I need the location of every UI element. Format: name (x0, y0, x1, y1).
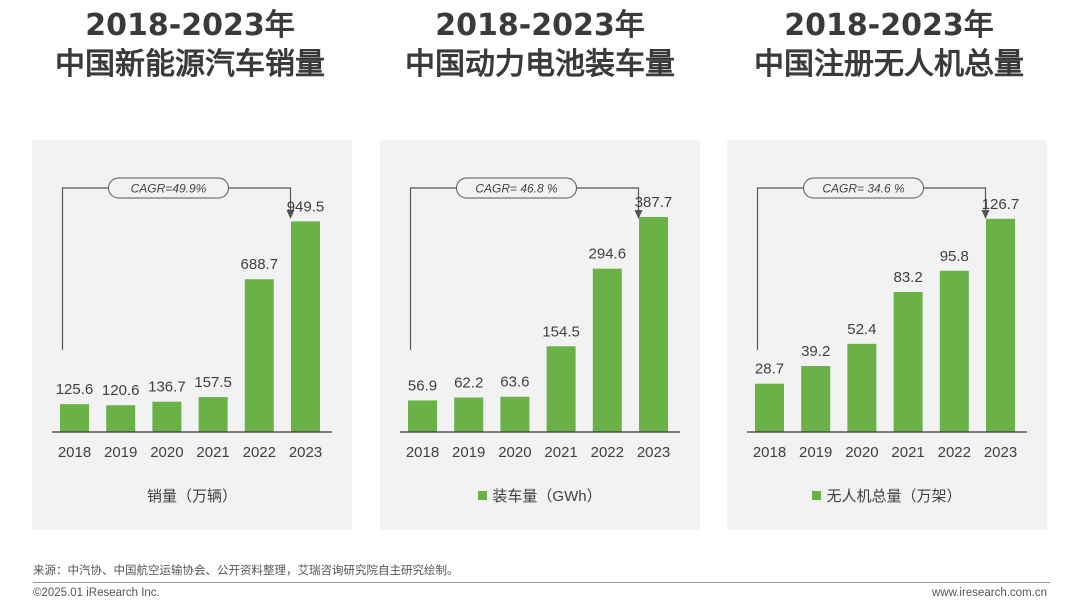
chart-panel-2: CAGR= 46.8 % 56.9 2018 62.2 2019 63.6 2020 154.… (380, 140, 700, 530)
chart-3-legend: 无人机总量（万架） (727, 485, 1047, 506)
cagr-label: CAGR= 34.6 % (822, 182, 905, 196)
bar (847, 343, 877, 432)
bar-value-label: 52.4 (847, 321, 876, 338)
cagr-badge (456, 177, 577, 199)
bar-value-label: 120.6 (102, 382, 140, 399)
bar (454, 397, 484, 432)
bar (755, 383, 784, 432)
chart-title-2: 2018-2023年 中国动力电池装车量 (370, 6, 710, 84)
bar-value-label: 387.7 (635, 194, 673, 211)
x-tick-label: 2019 (452, 444, 485, 461)
bar (291, 221, 320, 432)
cagr-arrow-head (286, 210, 295, 219)
bar (408, 400, 437, 432)
x-tick-label: 2020 (150, 444, 183, 461)
copyright-text: ©2025.01 iResearch Inc. (33, 587, 160, 599)
chart-title-1: 2018-2023年 中国新能源汽车销量 (20, 6, 360, 84)
bar (546, 346, 576, 432)
bar (198, 397, 228, 432)
legend-3-swatch (812, 491, 822, 500)
bar (939, 270, 969, 432)
x-tick-label: 2023 (984, 444, 1017, 461)
chart-title-3-line1: 2018-2023年 (784, 8, 994, 43)
bar (592, 268, 622, 432)
bar-value-label: 83.2 (893, 269, 922, 286)
cagr-label: CAGR=49.9% (131, 182, 207, 196)
bar-value-label: 688.7 (241, 256, 279, 273)
x-tick-label: 2019 (104, 444, 137, 461)
x-tick-label: 2022 (938, 444, 971, 461)
website-link[interactable]: www.iresearch.com.cn (931, 587, 1047, 599)
x-tick-label: 2018 (406, 444, 439, 461)
cagr-badge (108, 177, 229, 199)
bar-value-label: 157.5 (194, 374, 232, 391)
bar-value-label: 63.6 (500, 374, 529, 391)
chart-title-1-line2: 中国新能源汽车销量 (55, 47, 325, 82)
x-tick-label: 2023 (289, 444, 322, 461)
bar (801, 366, 831, 432)
chart-title-1-line1: 2018-2023年 (85, 8, 295, 43)
bar-value-label: 294.6 (589, 246, 627, 263)
bar (500, 396, 530, 432)
bar-value-label: 154.5 (542, 323, 580, 340)
bar-value-label: 95.8 (940, 248, 969, 265)
x-tick-label: 2019 (799, 444, 832, 461)
chart-title-3: 2018-2023年 中国注册无人机总量 (719, 6, 1059, 84)
source-note: 来源：中汽协、中国航空运输协会、公开资料整理，艾瑞咨询研究院自主研究绘制。 (33, 565, 459, 577)
chart-1-legend: 销量（万辆） (32, 485, 352, 506)
x-tick-label: 2021 (544, 444, 577, 461)
bar-value-label: 62.2 (454, 375, 483, 392)
legend-2-label: 装车量（GWh） (492, 488, 602, 505)
bar (60, 404, 89, 432)
legend-2-swatch (478, 491, 488, 500)
cagr-arrow-head (634, 210, 643, 219)
bar-value-label: 125.6 (56, 381, 94, 398)
x-tick-label: 2022 (243, 444, 276, 461)
bar-value-label: 949.5 (287, 198, 325, 215)
bar-value-label: 56.9 (408, 377, 437, 394)
cagr-arrow-head (981, 210, 990, 219)
bar-value-label: 28.7 (755, 361, 784, 378)
chart-2-svg: CAGR= 46.8 % 56.9 2018 62.2 2019 63.6 2020 154.… (400, 177, 680, 461)
bar (893, 291, 923, 432)
x-tick-label: 2020 (498, 444, 531, 461)
bar (986, 218, 1015, 432)
x-tick-label: 2023 (637, 444, 670, 461)
chart-title-2-line1: 2018-2023年 (435, 8, 645, 43)
footer-divider (33, 582, 1050, 583)
chart-title-2-line2: 中国动力电池装车量 (405, 47, 675, 82)
x-tick-label: 2018 (58, 444, 91, 461)
bar (152, 401, 182, 432)
bar-value-label: 136.7 (148, 379, 186, 396)
cagr-label: CAGR= 46.8 % (475, 182, 558, 196)
x-tick-label: 2021 (196, 444, 229, 461)
x-tick-label: 2020 (845, 444, 878, 461)
chart-panel-3: CAGR= 34.6 % 28.7 2018 39.2 2019 52.4 2020 83.2… (727, 140, 1047, 530)
x-tick-label: 2018 (753, 444, 786, 461)
x-tick-label: 2022 (591, 444, 624, 461)
legend-3-label: 无人机总量（万架） (826, 488, 962, 505)
chart-1-svg: CAGR=49.9% 125.6 2018 120.6 2019 136.7 2020 157… (52, 177, 332, 461)
bar (639, 217, 668, 432)
x-tick-label: 2021 (891, 444, 924, 461)
bar (106, 405, 136, 432)
chart-panel-1: CAGR=49.9% 125.6 2018 120.6 2019 136.7 2020 157… (32, 140, 352, 530)
bar-value-label: 39.2 (801, 343, 830, 360)
legend-1-label: 销量（万辆） (146, 488, 237, 505)
cagr-badge (803, 177, 924, 199)
bar (244, 279, 274, 432)
bar-value-label: 126.7 (982, 196, 1020, 213)
chart-title-3-line2: 中国注册无人机总量 (754, 47, 1024, 82)
chart-3-svg: CAGR= 34.6 % 28.7 2018 39.2 2019 52.4 2020 83.2… (747, 177, 1027, 461)
chart-2-legend: 装车量（GWh） (380, 485, 700, 506)
